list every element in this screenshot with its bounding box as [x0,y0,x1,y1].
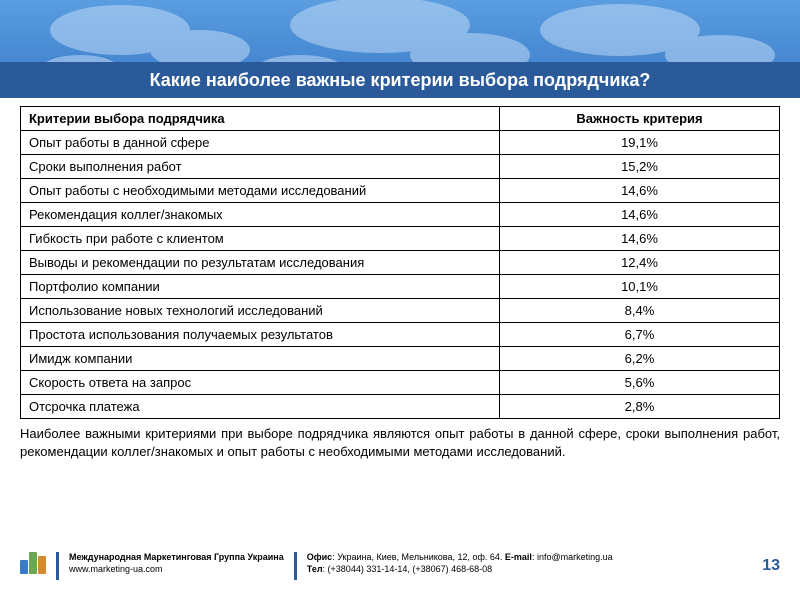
footer-email-text: : info@marketing.ua [532,552,613,562]
value-cell: 14,6% [500,179,780,203]
table-row: Скорость ответа на запрос5,6% [21,371,780,395]
value-cell: 6,2% [500,347,780,371]
summary-text: Наиболее важными критериями при выборе п… [20,425,780,460]
table-row: Имидж компании6,2% [21,347,780,371]
criteria-cell: Сроки выполнения работ [21,155,500,179]
criteria-cell: Использование новых технологий исследова… [21,299,500,323]
footer-company-url: www.marketing-ua.com [69,564,284,576]
criteria-cell: Имидж компании [21,347,500,371]
criteria-table: Критерии выбора подрядчика Важность крит… [20,106,780,419]
footer-company-name: Международная Маркетинговая Группа Украи… [69,552,284,562]
footer-separator [56,552,59,580]
criteria-cell: Отсрочка платежа [21,395,500,419]
value-cell: 2,8% [500,395,780,419]
criteria-cell: Гибкость при работе с клиентом [21,227,500,251]
value-cell: 14,6% [500,227,780,251]
value-cell: 12,4% [500,251,780,275]
table-row: Рекомендация коллег/знакомых14,6% [21,203,780,227]
table-row: Опыт работы с необходимыми методами иссл… [21,179,780,203]
logo-bar-3 [38,556,46,574]
value-cell: 14,6% [500,203,780,227]
footer-tel-label: Тел [307,564,323,574]
criteria-cell: Выводы и рекомендации по результатам исс… [21,251,500,275]
table-header-importance: Важность критерия [500,107,780,131]
table-row: Выводы и рекомендации по результатам исс… [21,251,780,275]
table-row: Простота использования получаемых резуль… [21,323,780,347]
table-row: Отсрочка платежа2,8% [21,395,780,419]
criteria-cell: Портфолио компании [21,275,500,299]
page-title: Какие наиболее важные критерии выбора по… [150,70,651,91]
footer-office-text: : Украина, Киев, Мельникова, 12, оф. 64. [332,552,505,562]
table-row: Гибкость при работе с клиентом14,6% [21,227,780,251]
footer-office-label: Офис [307,552,332,562]
content-area: Критерии выбора подрядчика Важность крит… [0,98,800,460]
title-bar: Какие наиболее важные критерии выбора по… [0,62,800,98]
company-logo [20,552,46,574]
criteria-cell: Скорость ответа на запрос [21,371,500,395]
logo-bar-2 [29,552,37,574]
footer-email-label: E-mail [505,552,532,562]
footer: Международная Маркетинговая Группа Украи… [20,552,780,580]
value-cell: 19,1% [500,131,780,155]
footer-separator [294,552,297,580]
footer-tel-text: : (+38044) 331-14-14, (+38067) 468-68-08 [323,564,493,574]
table-row: Использование новых технологий исследова… [21,299,780,323]
value-cell: 8,4% [500,299,780,323]
table-header-criteria: Критерии выбора подрядчика [21,107,500,131]
footer-contact-block: Офис: Украина, Киев, Мельникова, 12, оф.… [307,552,613,575]
value-cell: 6,7% [500,323,780,347]
value-cell: 15,2% [500,155,780,179]
table-row: Сроки выполнения работ15,2% [21,155,780,179]
table-header-row: Критерии выбора подрядчика Важность крит… [21,107,780,131]
header-background: Какие наиболее важные критерии выбора по… [0,0,800,98]
logo-bar-1 [20,560,28,574]
footer-company-block: Международная Маркетинговая Группа Украи… [69,552,284,575]
criteria-cell: Рекомендация коллег/знакомых [21,203,500,227]
page-number: 13 [762,557,780,575]
criteria-cell: Опыт работы с необходимыми методами иссл… [21,179,500,203]
table-row: Опыт работы в данной сфере19,1% [21,131,780,155]
table-row: Портфолио компании10,1% [21,275,780,299]
value-cell: 5,6% [500,371,780,395]
value-cell: 10,1% [500,275,780,299]
criteria-cell: Простота использования получаемых резуль… [21,323,500,347]
criteria-cell: Опыт работы в данной сфере [21,131,500,155]
